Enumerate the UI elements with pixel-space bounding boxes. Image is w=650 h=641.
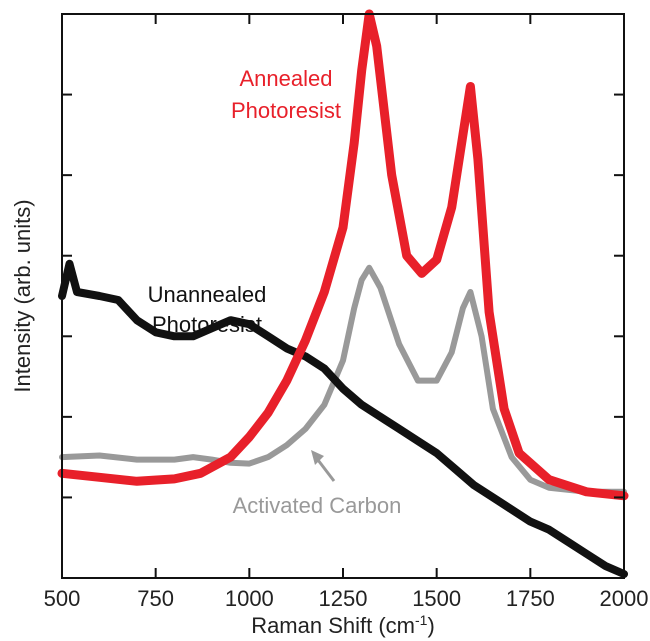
x-tick-label-750: 750 bbox=[137, 586, 174, 611]
series-line-activated-carbon bbox=[59, 264, 627, 495]
annotation-unannealed-line1: Unannealed bbox=[148, 282, 267, 307]
activated-carbon-arrow bbox=[311, 450, 336, 482]
x-axis-title: Raman Shift (cm-1) bbox=[251, 612, 435, 638]
annotation-annealed-line2: Photoresist bbox=[231, 98, 341, 123]
annotation-annealed-line1: Annealed bbox=[240, 66, 333, 91]
series-line-annealed-photoresist bbox=[57, 9, 629, 501]
x-tick-label-2000: 2000 bbox=[600, 586, 649, 611]
annotation-unannealed-line2: Photoresist bbox=[152, 312, 262, 337]
x-tick-label-1250: 1250 bbox=[319, 586, 368, 611]
x-tick-label-500: 500 bbox=[44, 586, 81, 611]
x-tick-label-1000: 1000 bbox=[225, 586, 274, 611]
series-layer bbox=[57, 9, 629, 578]
x-tick-label-1500: 1500 bbox=[412, 586, 461, 611]
labels-layer: 500 750 1000 1250 1500 1750 2000 bbox=[44, 586, 649, 611]
annotation-activated-carbon: Activated Carbon bbox=[233, 493, 402, 518]
y-axis-title: Intensity (arb. units) bbox=[10, 199, 35, 392]
series-line-unannealed-photoresist bbox=[58, 259, 628, 578]
x-tick-label-1750: 1750 bbox=[506, 586, 555, 611]
ticks-layer bbox=[61, 13, 625, 578]
